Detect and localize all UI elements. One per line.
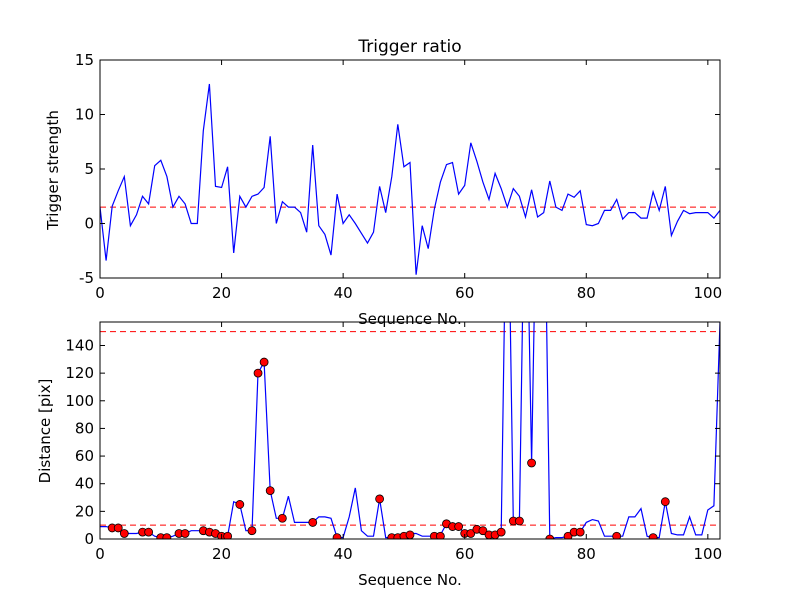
y-tick-label: 15 xyxy=(75,51,94,69)
data-point xyxy=(563,531,573,539)
x-tick-label: 80 xyxy=(577,284,596,302)
x-tick-label: 20 xyxy=(212,545,231,563)
data-point xyxy=(119,529,129,538)
chart-title: Trigger ratio xyxy=(357,37,461,57)
y-tick-label: 80 xyxy=(75,419,94,437)
x-tick-label: 0 xyxy=(95,545,105,563)
data-point xyxy=(375,494,385,504)
y-tick-label: 100 xyxy=(65,392,94,410)
y-tick-label: 120 xyxy=(65,364,94,382)
x-tick-label: 40 xyxy=(334,545,353,563)
data-point xyxy=(527,458,536,468)
y-tick-label: 0 xyxy=(84,215,94,233)
data-point xyxy=(113,523,123,533)
y-tick-label: 140 xyxy=(65,336,94,354)
data-point xyxy=(454,522,464,531)
data-point xyxy=(612,531,622,539)
y-tick-label: 0 xyxy=(84,530,94,548)
distance-panel: Sequence No. Distance [pix] 0 20 40 60 80 100… xyxy=(36,321,723,589)
y-tick-label: 5 xyxy=(84,160,94,178)
data-point xyxy=(545,534,555,539)
data-point xyxy=(332,533,342,539)
data-point xyxy=(405,530,415,539)
x-tick-label: 100 xyxy=(694,284,723,302)
data-point xyxy=(466,529,476,538)
series-line-0 xyxy=(100,83,720,275)
x-tick-label: 100 xyxy=(694,545,723,563)
data-point xyxy=(478,526,488,536)
data-point xyxy=(515,516,524,526)
x-tick-label: 60 xyxy=(455,545,474,563)
data-point xyxy=(575,527,585,537)
y-axis-label: Distance [pix] xyxy=(36,379,54,484)
data-point xyxy=(648,533,658,539)
x-tick-label: 0 xyxy=(95,284,105,302)
plot-area xyxy=(100,322,720,539)
y-tick-label: -5 xyxy=(79,269,94,287)
data-point xyxy=(265,486,275,496)
x-tick-label: 60 xyxy=(455,284,474,302)
x-tick-label: 20 xyxy=(212,284,231,302)
data-point xyxy=(253,368,263,378)
x-axis-label: Sequence No. xyxy=(358,310,462,328)
data-point xyxy=(144,527,154,537)
x-tick-label: 80 xyxy=(577,545,596,563)
trigger-ratio-panel: Trigger ratio Sequence No. Trigger stren… xyxy=(44,37,722,328)
data-point xyxy=(162,533,172,539)
y-tick-label: 10 xyxy=(75,106,94,124)
data-point xyxy=(277,513,287,523)
data-point xyxy=(247,526,257,536)
data-point xyxy=(496,527,506,537)
data-point xyxy=(435,531,445,539)
x-axis-label: Sequence No. xyxy=(358,571,462,589)
plot-frame xyxy=(99,321,721,540)
plot-area xyxy=(100,83,720,275)
data-point xyxy=(259,357,269,367)
data-point xyxy=(180,529,190,538)
y-tick-label: 40 xyxy=(75,475,94,493)
y-tick-label: 60 xyxy=(75,447,94,465)
data-point xyxy=(223,531,233,539)
data-point xyxy=(660,497,670,507)
data-point xyxy=(308,518,318,527)
x-tick-label: 40 xyxy=(334,284,353,302)
data-point xyxy=(235,500,245,509)
y-tick-label: 20 xyxy=(75,502,94,520)
y-axis-label: Trigger strength xyxy=(44,110,62,231)
